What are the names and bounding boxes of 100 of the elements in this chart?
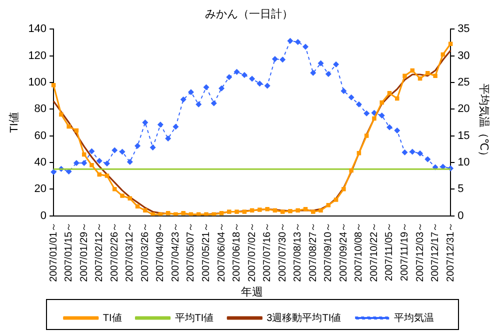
x-tick-label: 2007/07/30～ — [277, 222, 288, 282]
point — [349, 168, 354, 173]
point — [174, 212, 178, 216]
point — [402, 74, 407, 78]
x-tick-label: 2007/01/15～ — [64, 222, 75, 282]
point — [364, 110, 370, 116]
point — [196, 101, 202, 108]
point — [402, 149, 408, 156]
x-tick-label: 2007/03/26～ — [140, 222, 151, 282]
point — [256, 80, 263, 87]
point — [386, 124, 392, 130]
y2-tick-label: 25 — [458, 76, 470, 89]
legend-label: TI値 — [102, 312, 122, 324]
point — [333, 61, 340, 68]
point — [356, 101, 362, 108]
point — [90, 162, 94, 168]
point — [288, 208, 292, 214]
y2-tick-label: 15 — [458, 130, 470, 142]
point — [241, 72, 248, 78]
point — [66, 124, 71, 129]
point — [51, 83, 56, 88]
x-tick-label: 2007/08/13～ — [292, 222, 304, 282]
x-tick-label: 2007/10/22～ — [368, 222, 380, 282]
point — [81, 160, 88, 166]
point — [426, 71, 430, 76]
y-tick-label: 140 — [28, 23, 47, 36]
point — [264, 82, 270, 89]
y-tick-label: 100 — [28, 76, 47, 89]
y2-tick-label: 20 — [458, 103, 470, 116]
point — [272, 56, 278, 62]
y-tick-label: 60 — [34, 130, 47, 142]
point — [234, 210, 239, 214]
y-axis-title: TI値 — [8, 112, 21, 133]
point — [280, 210, 285, 214]
point — [409, 148, 416, 155]
point — [334, 198, 338, 202]
point — [172, 124, 179, 130]
x-tick-label: 2007/09/10～ — [323, 222, 334, 282]
point — [96, 158, 102, 164]
point — [380, 100, 384, 105]
x-tick-label: 2007/05/21～ — [201, 222, 212, 282]
x-tick-label: 2007/01/29～ — [78, 222, 90, 282]
point — [227, 210, 232, 214]
point — [112, 147, 118, 154]
point — [150, 144, 156, 151]
point — [210, 100, 217, 106]
point — [394, 127, 400, 134]
point — [310, 70, 316, 76]
x-tick-label: 2007/04/23～ — [170, 222, 182, 282]
point — [120, 194, 124, 198]
point — [203, 84, 210, 90]
legend-label: 平均気温 — [394, 312, 434, 324]
point — [59, 112, 64, 117]
x-tick-label: 2007/02/12～ — [94, 222, 106, 282]
point — [188, 89, 194, 96]
legend-label: 3週移動平均TI値 — [266, 312, 342, 324]
y-tick-label: 0 — [40, 210, 47, 222]
x-tick-label: 2007/11/05～ — [384, 222, 396, 282]
y2-tick-label: 5 — [458, 183, 464, 196]
x-tick-label: 2007/07/02～ — [246, 222, 258, 282]
x-tick-label: 2007/06/18～ — [232, 222, 243, 282]
x-tick-label: 2007/12/17～ — [430, 222, 442, 282]
x-tick-label: 2007/11/19～ — [400, 222, 411, 282]
point — [242, 210, 247, 214]
y-tick-label: 40 — [34, 156, 47, 168]
point — [150, 212, 155, 216]
point — [258, 208, 262, 212]
point — [142, 119, 148, 126]
legend-label: 平均TI値 — [174, 312, 214, 324]
x-tick-label: 2007/04/09～ — [155, 222, 166, 282]
point — [372, 116, 376, 121]
point — [325, 70, 332, 77]
y2-tick-label: 30 — [458, 50, 470, 62]
point — [348, 94, 354, 100]
x-tick-label: 2007/12/03～ — [414, 222, 426, 282]
point — [417, 150, 424, 156]
point — [311, 210, 316, 214]
y2-tick-label: 10 — [458, 156, 470, 168]
point — [157, 122, 164, 128]
point — [340, 88, 347, 94]
point — [342, 186, 346, 192]
x-tick-label: 2007/10/08～ — [354, 222, 365, 282]
y2-tick-label: 35 — [458, 23, 470, 36]
point — [265, 206, 270, 212]
point — [73, 160, 80, 166]
point — [204, 212, 208, 216]
point — [378, 112, 385, 119]
point — [287, 38, 294, 44]
point — [88, 148, 95, 154]
point — [143, 208, 148, 213]
point — [126, 158, 133, 165]
y2-axis-title: 平均気温（℃） — [477, 83, 490, 162]
point — [280, 56, 286, 63]
point — [104, 174, 110, 178]
point — [424, 156, 431, 162]
y-tick-label: 20 — [34, 183, 47, 196]
point — [249, 76, 256, 82]
y-tick-label: 120 — [28, 50, 47, 62]
point — [234, 68, 240, 75]
point — [97, 172, 102, 177]
